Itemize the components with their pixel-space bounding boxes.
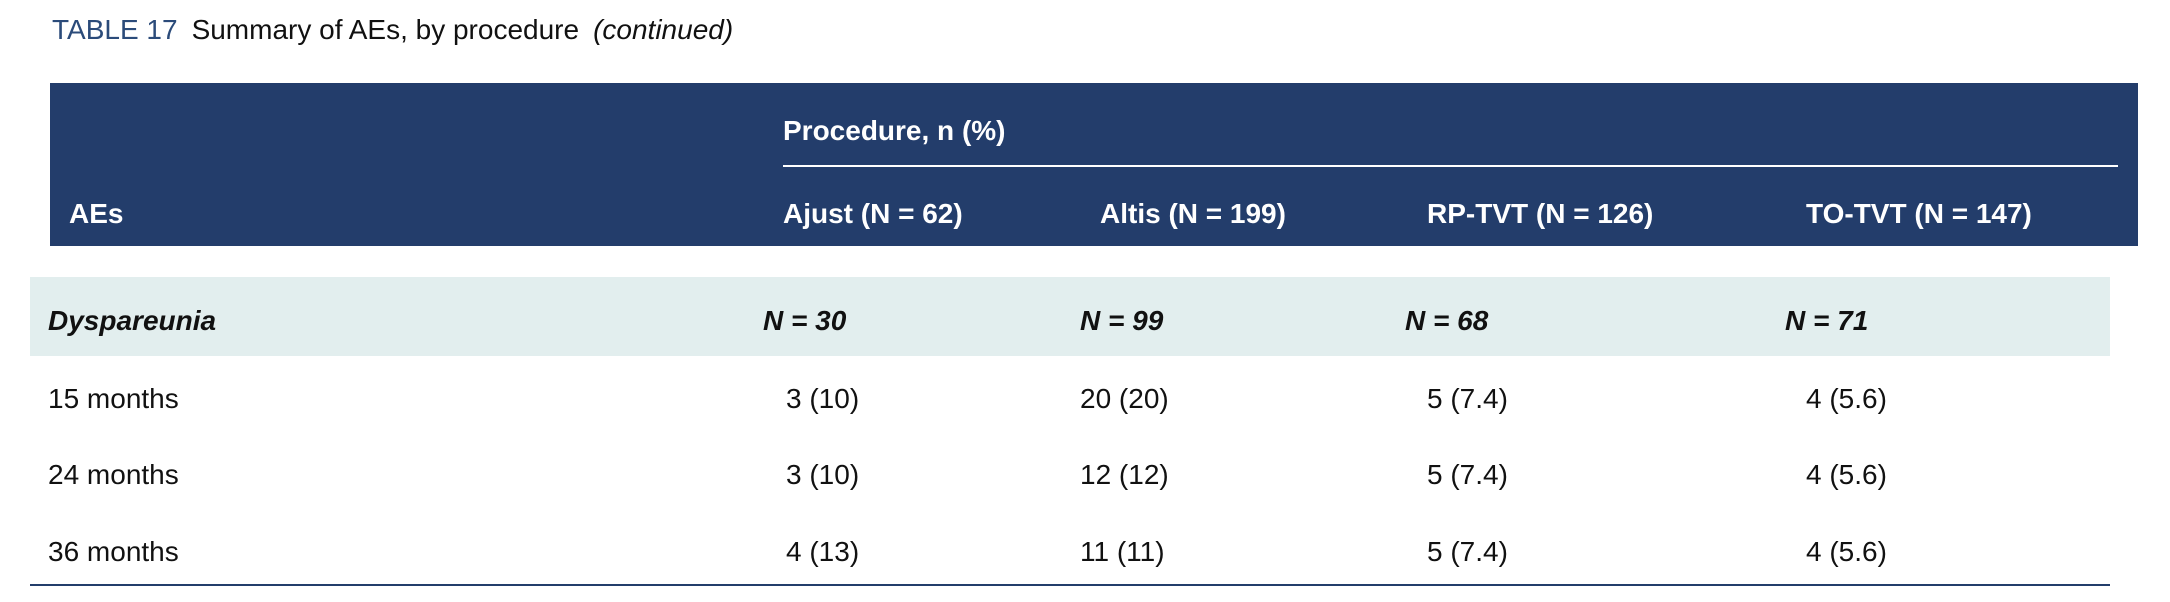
section-cell: N = 71 — [1785, 305, 1869, 336]
section-label: Dyspareunia — [48, 305, 217, 336]
section-cell: N = 99 — [1080, 305, 1164, 336]
table-cell: 12 (12) — [1080, 459, 1169, 490]
table-cell: 4 (5.6) — [1806, 536, 1887, 567]
table-cell: 3 (10) — [786, 459, 860, 490]
section-band — [30, 277, 2110, 356]
column-header: Altis (N = 199) — [1100, 198, 1286, 229]
bottom-rule — [30, 584, 2110, 586]
table-cell: 4 (5.6) — [1806, 383, 1887, 414]
table-cell: 5 (7.4) — [1427, 383, 1508, 414]
table-cell: 4 (13) — [786, 536, 860, 567]
table-number: TABLE 17 — [52, 14, 178, 45]
title-note: (continued) — [593, 14, 734, 45]
header-band — [50, 83, 2138, 246]
column-header: RP-TVT (N = 126) — [1427, 198, 1654, 229]
row-label: 36 months — [48, 536, 179, 567]
row-header: AEs — [69, 198, 124, 229]
table-cell: 20 (20) — [1080, 383, 1169, 414]
row-label: 15 months — [48, 383, 179, 414]
row-label: 24 months — [48, 459, 179, 490]
table-cell: 11 (11) — [1080, 536, 1165, 567]
title-text: Summary of AEs, by procedure — [191, 14, 580, 45]
section-cell: N = 30 — [763, 305, 847, 336]
column-header: Ajust (N = 62) — [783, 198, 963, 229]
group-header: Procedure, n (%) — [783, 115, 1006, 146]
table-title: TABLE 17 Summary of AEs, by procedure (con… — [52, 16, 733, 44]
table-cell: 3 (10) — [786, 383, 860, 414]
section-cell: N = 68 — [1405, 305, 1489, 336]
group-rule — [783, 165, 2118, 167]
table-cell: 5 (7.4) — [1427, 459, 1508, 490]
column-header: TO-TVT (N = 147) — [1806, 198, 2032, 229]
table-cell: 4 (5.6) — [1806, 459, 1887, 490]
table-cell: 5 (7.4) — [1427, 536, 1508, 567]
